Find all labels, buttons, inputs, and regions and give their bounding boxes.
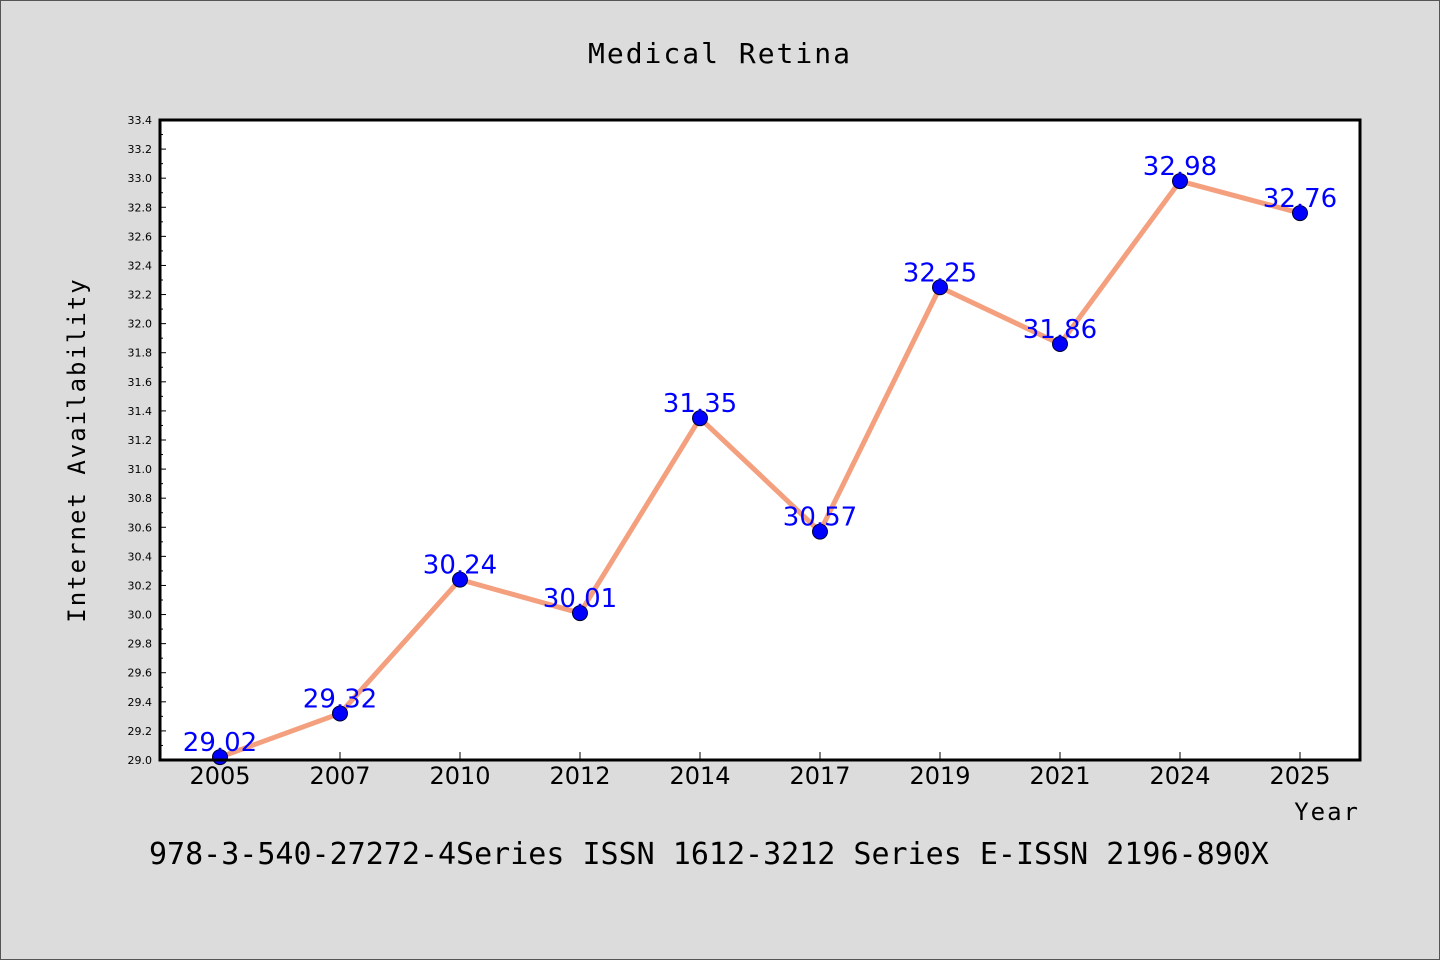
data-label: 32.98 [1143, 152, 1217, 182]
y-tick-label: 31.8 [128, 347, 153, 360]
x-tick-label: 2019 [909, 762, 970, 790]
data-point [932, 279, 948, 296]
data-point [1172, 173, 1188, 190]
data-point [1292, 205, 1308, 222]
y-tick-label: 29.8 [128, 638, 153, 651]
data-label: 32.76 [1263, 184, 1337, 214]
y-tick-label: 30.6 [128, 521, 153, 534]
x-tick-label: 2017 [789, 762, 850, 790]
y-axis: 29.0 29.2 29.4 29.6 29.8 30.0 30.2 30.4 30.6 30.8… [128, 114, 166, 767]
plot-area [160, 120, 1360, 760]
y-tick-label: 30.4 [128, 550, 153, 563]
y-tick-label: 29.4 [128, 696, 153, 709]
data-label: 31.86 [1023, 315, 1097, 345]
plot-border [158, 118, 1362, 762]
y-tick-label: 30.2 [128, 579, 153, 592]
x-tick-label: 2024 [1149, 762, 1210, 790]
y-tick-label: 32.2 [128, 289, 153, 302]
data-label: 30.01 [543, 584, 617, 614]
y-tick-label: 31.6 [128, 376, 153, 389]
data-point [812, 523, 828, 540]
data-point [332, 705, 348, 722]
x-tick-label: 2025 [1269, 762, 1330, 790]
x-tick-label: 2007 [309, 762, 370, 790]
footer-isbn-issn: 978-3-540-27272-4Series ISSN 1612-3212 S… [149, 837, 1269, 872]
y-tick-label: 33.4 [128, 114, 153, 127]
x-tick-label: 2010 [429, 762, 490, 790]
x-tick-label: 2021 [1029, 762, 1090, 790]
y-tick-label: 32.6 [128, 230, 153, 243]
y-tick-label: 33.0 [128, 172, 153, 185]
y-tick-label: 32.8 [128, 201, 153, 214]
data-label: 29.32 [303, 684, 377, 714]
data-label: 31.35 [663, 389, 737, 419]
data-point [572, 605, 588, 622]
y-tick-label: 30.8 [128, 492, 153, 505]
data-label: 30.24 [423, 551, 497, 581]
y-tick-label: 29.2 [128, 725, 153, 738]
data-label: 32.25 [903, 258, 977, 288]
y-tick-label: 29.0 [128, 754, 153, 767]
y-tick-label: 32.4 [128, 259, 153, 272]
data-labels: 29.02 29.32 30.24 30.01 31.35 30.57 32.25 31.86… [183, 152, 1337, 758]
x-axis-label: Year [1294, 798, 1360, 826]
x-tick-label: 2014 [669, 762, 730, 790]
data-label: 29.02 [183, 728, 257, 758]
chart-title: Medical Retina [588, 37, 852, 70]
x-tick-label: 2012 [549, 762, 610, 790]
x-axis: 2005 2007 2010 2012 2014 2017 2019 2021 2024 2025 [189, 752, 1331, 790]
data-point [452, 571, 468, 588]
y-tick-label: 31.4 [128, 405, 153, 418]
y-tick-label: 31.2 [128, 434, 153, 447]
y-tick-label: 33.2 [128, 143, 153, 156]
y-tick-label: 30.0 [128, 609, 153, 622]
series-line [219, 178, 1301, 760]
series [212, 173, 1308, 766]
data-point [692, 410, 708, 427]
y-tick-label: 32.0 [128, 318, 153, 331]
y-axis-label: Internet Availability [63, 277, 91, 622]
data-point [1052, 336, 1068, 352]
y-tick-label: 29.6 [128, 667, 153, 680]
data-label: 30.57 [783, 503, 857, 533]
y-tick-label: 31.0 [128, 463, 153, 476]
x-tick-label: 2005 [189, 762, 250, 790]
